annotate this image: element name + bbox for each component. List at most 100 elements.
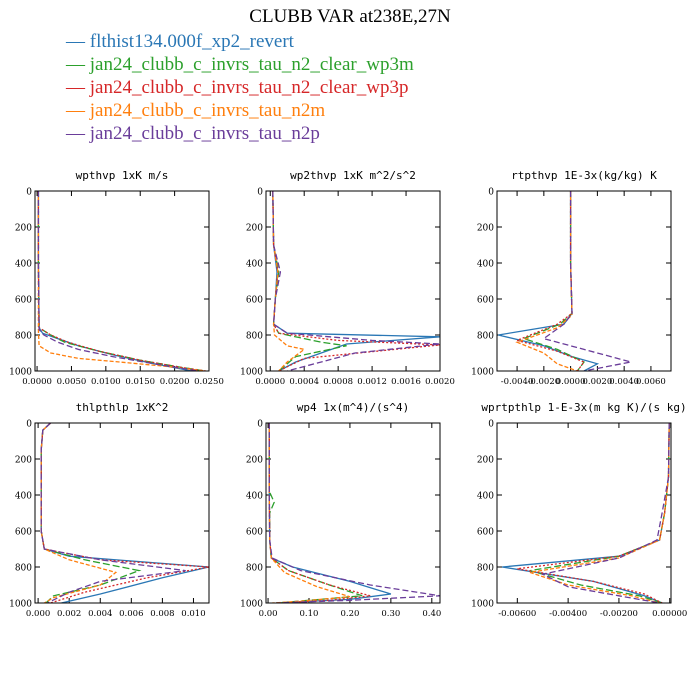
y-tick-label: 800 bbox=[477, 332, 494, 342]
y-tick-label: 200 bbox=[477, 456, 494, 466]
series-line bbox=[268, 423, 351, 603]
y-tick-label: 400 bbox=[477, 492, 494, 502]
series-line bbox=[540, 423, 670, 603]
y-tick-label: 0 bbox=[488, 420, 494, 430]
series-line bbox=[498, 191, 600, 371]
legend-item: — jan24_clubb_c_invrs_tau_n2_clear_wp3p bbox=[66, 77, 409, 98]
x-tick-label: -0.00400 bbox=[549, 609, 587, 619]
y-tick-label: 800 bbox=[15, 332, 32, 342]
x-tick-label: 0.010 bbox=[181, 609, 205, 619]
x-tick-label: 0.0040 bbox=[609, 377, 639, 387]
y-tick-label: 1000 bbox=[240, 368, 263, 378]
panel-title: wprtpthlp 1-E-3x(m kg K)/(s kg) bbox=[481, 401, 686, 414]
y-tick-label: 400 bbox=[246, 260, 263, 270]
plot-frame bbox=[34, 422, 210, 604]
x-tick-label: 0.20 bbox=[340, 609, 359, 619]
series-line bbox=[501, 423, 670, 603]
series-line bbox=[529, 423, 670, 603]
y-tick-label: 600 bbox=[15, 528, 32, 538]
x-tick-label: 0.0000 bbox=[556, 377, 586, 387]
y-tick-label: 200 bbox=[477, 224, 494, 234]
series-line bbox=[272, 191, 347, 371]
y-tick-label: 1000 bbox=[471, 368, 494, 378]
y-tick-label: 1000 bbox=[240, 600, 263, 610]
legend-item: — jan24_clubb_c_invrs_tau_n2p bbox=[66, 123, 320, 144]
y-tick-label: 600 bbox=[246, 296, 263, 306]
plot-frame bbox=[265, 190, 441, 372]
series-line bbox=[40, 423, 186, 603]
legend-item: — jan24_clubb_c_invrs_tau_n2_clear_wp3m bbox=[66, 54, 414, 75]
x-tick-label: 0.0004 bbox=[289, 377, 319, 387]
x-tick-label: 0.0012 bbox=[357, 377, 387, 387]
x-tick-label: 0.0000 bbox=[255, 377, 285, 387]
figure-title: CLUBB VAR at238E,27N bbox=[249, 6, 451, 27]
y-tick-label: 1000 bbox=[471, 600, 494, 610]
y-tick-label: 0 bbox=[257, 420, 263, 430]
y-tick-label: 600 bbox=[15, 296, 32, 306]
panel-title: wpthvp 1xK m/s bbox=[76, 169, 169, 182]
series-line bbox=[268, 423, 371, 603]
legend-item: — flthist134.000f_xp2_revert bbox=[66, 31, 294, 52]
y-tick-label: 600 bbox=[477, 528, 494, 538]
series-line bbox=[268, 423, 363, 603]
y-tick-label: 800 bbox=[246, 332, 263, 342]
panel-title: rtpthvp 1E-3x(kg/kg) K bbox=[511, 169, 657, 182]
y-tick-label: 400 bbox=[15, 492, 32, 502]
x-tick-label: 0.0100 bbox=[91, 377, 121, 387]
chart-panel: rtpthvp 1E-3x(kg/kg) K02004006008001000-… bbox=[471, 169, 672, 387]
series-line bbox=[268, 423, 392, 603]
series-line bbox=[272, 191, 440, 371]
x-tick-label: 0.30 bbox=[381, 609, 400, 619]
legend-label: jan24_clubb_c_invrs_tau_n2m bbox=[89, 100, 326, 121]
y-tick-label: 200 bbox=[246, 224, 263, 234]
y-tick-label: 800 bbox=[246, 564, 263, 574]
y-tick-label: 800 bbox=[477, 564, 494, 574]
panel-title: wp4 1x(m^4)/(s^4) bbox=[297, 401, 410, 414]
series-line bbox=[515, 191, 578, 371]
x-tick-label: 0.008 bbox=[150, 609, 174, 619]
plot-frame bbox=[496, 190, 672, 372]
y-tick-label: 800 bbox=[15, 564, 32, 574]
x-tick-label: -0.0020 bbox=[528, 377, 561, 387]
y-tick-label: 400 bbox=[15, 260, 32, 270]
y-tick-label: 200 bbox=[246, 456, 263, 466]
y-tick-label: 0 bbox=[26, 420, 32, 430]
x-tick-label: 0.00 bbox=[259, 609, 278, 619]
y-tick-label: 0 bbox=[26, 188, 32, 198]
series-line bbox=[542, 191, 631, 371]
y-tick-label: 1000 bbox=[9, 368, 32, 378]
y-tick-label: 400 bbox=[477, 260, 494, 270]
legend-label: jan24_clubb_c_invrs_tau_n2p bbox=[89, 123, 320, 144]
series-line bbox=[272, 191, 306, 371]
plot-frame bbox=[265, 422, 441, 604]
legend-item: — jan24_clubb_c_invrs_tau_n2m bbox=[66, 100, 326, 121]
y-tick-label: 600 bbox=[246, 528, 263, 538]
x-tick-label: 0.0060 bbox=[636, 377, 666, 387]
chart-panel: wp2thvp 1xK m^2/s^2020040060080010000.00… bbox=[240, 169, 455, 387]
y-tick-label: 1000 bbox=[9, 600, 32, 610]
y-tick-label: 0 bbox=[257, 188, 263, 198]
series-line bbox=[268, 423, 440, 603]
x-tick-label: 0.002 bbox=[57, 609, 81, 619]
y-tick-label: 600 bbox=[477, 296, 494, 306]
plot-frame bbox=[34, 190, 210, 372]
x-tick-label: -0.00600 bbox=[498, 609, 536, 619]
x-tick-label: 0.0000 bbox=[22, 377, 52, 387]
y-tick-label: 200 bbox=[15, 224, 32, 234]
x-tick-label: 0.0150 bbox=[125, 377, 155, 387]
series-line bbox=[40, 423, 118, 603]
panel-title: thlpthlp 1xK^2 bbox=[76, 401, 169, 414]
plot-frame bbox=[496, 422, 672, 604]
series-line bbox=[40, 423, 142, 603]
x-tick-label: 0.0200 bbox=[160, 377, 190, 387]
x-tick-label: 0.004 bbox=[88, 609, 112, 619]
series-line bbox=[272, 191, 440, 371]
legend-label: flthist134.000f_xp2_revert bbox=[89, 31, 294, 52]
y-tick-label: 400 bbox=[246, 492, 263, 502]
x-tick-label: 0.10 bbox=[300, 609, 319, 619]
x-tick-label: 0.0016 bbox=[391, 377, 421, 387]
series-line bbox=[515, 191, 586, 371]
x-tick-label: 0.00000 bbox=[652, 609, 687, 619]
